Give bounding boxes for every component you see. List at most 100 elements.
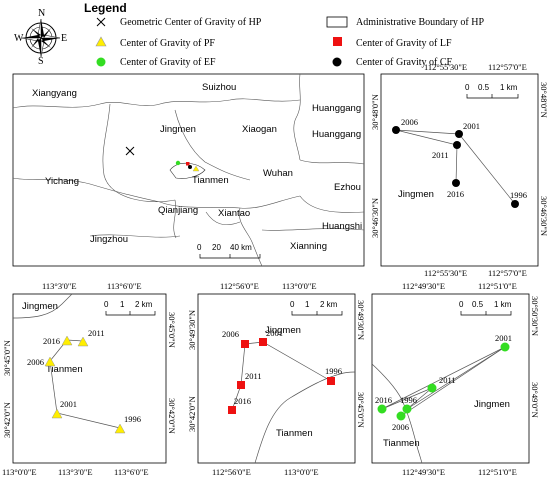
pf-label-2016: 2016 [43,336,60,346]
panel-pf: 113°3'0"E 113°6'0"E 113°0'0"E 113°3'0"E … [2,281,177,477]
svg-text:0: 0 [197,243,202,252]
cf-point-2016 [452,179,460,187]
pf-label-1996: 1996 [124,414,141,424]
cf-label-2006: 2006 [401,117,418,127]
pf-boundary [12,293,73,319]
compass-e: E [61,33,67,44]
black-circle-icon [332,57,342,67]
pf-right-tick-1: 30°45'0"N [167,312,177,348]
svg-text:1: 1 [120,300,125,309]
ef-point-2011 [427,383,437,393]
place-xiangyang: Xiangyang [32,88,77,99]
lf-point-1996 [327,377,335,385]
place-suizhou: Suizhou [202,82,236,93]
ef-label-1996: 1996 [400,395,417,405]
lf-top-tick-1: 112°56'0"E [220,281,259,291]
place-tianmen: Tianmen [192,175,229,186]
legend-item-cf: Center of Gravity of CF [356,57,453,68]
cf-label-2001: 2001 [463,121,480,131]
ef-region-jingmen: Jingmen [474,399,510,410]
cf-scale-bar: 0 0.5 1 km [465,83,519,99]
cf-point-2001 [455,130,463,138]
ef-bottom-tick-1: 112°49'30"E [402,467,445,477]
cf-left-tick-1: 30°48'0"N [370,94,380,130]
ef-right-tick-2: 30°49'0"N [530,382,540,418]
lf-point-2011 [237,381,245,389]
cf-label-2016: 2016 [447,189,464,199]
cf-point-2006 [392,126,400,134]
cf-right-tick-2: 30°46'30"N [539,196,549,236]
overview-map: Xiangyang Suizhou Huanggang Jingmen Xiao… [12,73,365,267]
overview-inset-markers [169,160,206,179]
svg-text:0.5: 0.5 [478,83,490,92]
pf-label-2011: 2011 [88,328,105,338]
place-jingzhou: Jingzhou [90,234,128,245]
place-huanggang-south: Huanggang [312,129,361,140]
place-xianning: Xianning [290,241,327,252]
ef-trajectory-line [381,346,506,417]
lf-point-2006 [241,340,249,348]
overview-scale-bar: 0 20 40 km [197,243,261,259]
pf-point-2006 [44,356,56,367]
legend-item-pf: Center of Gravity of PF [120,38,215,49]
pf-region-tianmen: Tianmen [46,364,83,375]
panel-ef: 112°49'30"E 112°51'0"E 112°49'30"E 112°5… [371,281,540,477]
pf-point-2016 [61,335,73,346]
legend-item-lf: Center of Gravity of LF [356,38,452,49]
panel-cf: 112°55'30"E 112°57'0"E 112°55'30"E 112°5… [370,62,549,278]
svg-text:0: 0 [104,300,109,309]
pf-top-tick-1: 113°3'0"E [42,281,77,291]
svg-text:0: 0 [465,83,470,92]
cf-bottom-tick-2: 112°57'0"E [488,268,527,278]
rect-outline-icon [326,16,348,28]
svg-text:40 km: 40 km [230,243,252,252]
ef-point-2016 [377,404,387,414]
lf-region-tianmen: Tianmen [276,428,313,439]
cf-top-tick-2: 112°57'0"E [488,62,527,72]
yellow-triangle-icon [95,36,107,47]
cf-label-1996: 1996 [510,190,527,200]
place-xiantao: Xiantao [218,208,250,219]
lf-point-2001 [259,338,267,346]
svg-text:0: 0 [290,300,295,309]
ef-point-2006 [396,411,406,421]
cf-label-2011: 2011 [432,150,449,160]
svg-text:0: 0 [459,300,464,309]
pf-right-tick-2: 30°42'0"N [167,398,177,434]
ef-scale-bar: 0 0.5 1 km [459,300,512,316]
lf-scale-bar: 0 1 2 km [290,300,343,316]
pf-bottom-tick-3: 113°6'0"E [114,467,149,477]
x-icon [96,17,106,27]
lf-bottom-tick-2: 113°0'0"E [284,467,319,477]
ef-region-tianmen: Tianmen [383,438,420,449]
place-huangshi: Huangshi [322,221,362,232]
pf-bottom-tick-2: 113°3'0"E [58,467,93,477]
ef-label-2006: 2006 [392,422,409,432]
pf-left-tick-1: 30°45'0"N [2,340,12,376]
svg-text:20: 20 [212,243,221,252]
ef-bottom-tick-2: 112°51'0"E [478,467,517,477]
ef-point-2001 [500,342,510,352]
ef-label-2016: 2016 [375,395,392,405]
legend-item-geo-center: Geometric Center of Gravity of HP [120,17,262,28]
cf-point-2011 [453,141,461,149]
compass-s: S [38,56,44,67]
legend-item-admin-boundary: Administrative Boundary of HP [356,17,484,28]
pf-top-tick-2: 113°6'0"E [107,281,142,291]
svg-text:1: 1 [305,300,310,309]
pf-bottom-tick-1: 113°0'0"E [2,467,37,477]
lf-label-2001: 2001 [266,328,283,338]
place-ezhou: Ezhou [334,182,361,193]
place-huanggang-north: Huanggang [312,103,361,114]
lf-boundary [254,371,356,464]
pf-point-1996 [114,423,126,434]
lf-point-2016 [228,406,236,414]
legend-title: Legend [84,1,127,15]
cf-top-tick-1: 112°55'30"E [424,62,467,72]
compass-n: N [38,8,45,19]
legend-item-ef: Center of Gravity of EF [120,57,216,68]
panel-lf: 112°56'0"E 113°0'0"E 112°56'0"E 113°0'0"… [187,281,366,477]
svg-text:1 km: 1 km [494,300,512,309]
svg-text:2 km: 2 km [135,300,153,309]
